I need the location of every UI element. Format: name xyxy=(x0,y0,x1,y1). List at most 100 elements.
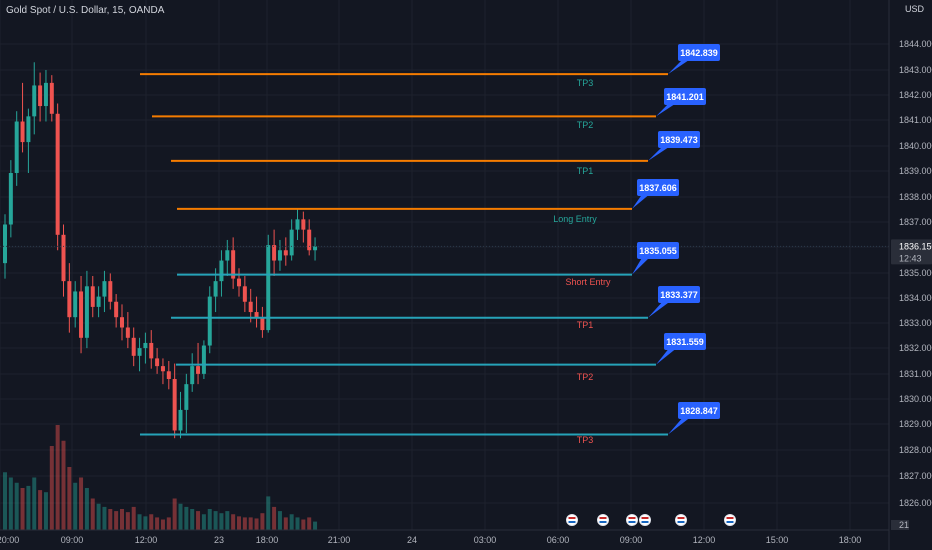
candle-body[interactable] xyxy=(38,85,43,107)
candle-body[interactable] xyxy=(277,250,282,261)
volume-bar xyxy=(207,509,212,530)
candle-body[interactable] xyxy=(49,82,54,114)
price-axis[interactable] xyxy=(889,0,932,550)
price-callout-label: 1841.201 xyxy=(666,92,704,102)
candle-body[interactable] xyxy=(301,219,306,230)
candle-body[interactable] xyxy=(8,173,13,225)
candle-body[interactable] xyxy=(254,312,259,318)
y-tick-label: 1835.000 xyxy=(899,268,932,278)
volume-bar xyxy=(313,521,318,530)
y-tick-label: 1837.000 xyxy=(899,217,932,227)
candle-body[interactable] xyxy=(3,224,7,264)
candle-body[interactable] xyxy=(43,82,48,107)
event-flag-icon[interactable] xyxy=(597,514,609,526)
candle-body[interactable] xyxy=(114,301,119,318)
candle-body[interactable] xyxy=(90,286,95,307)
volume-bar xyxy=(38,490,43,530)
current-price-badge[interactable] xyxy=(891,239,932,265)
candle-body[interactable] xyxy=(313,246,318,251)
price-callout[interactable] xyxy=(637,179,679,196)
candle-body[interactable] xyxy=(207,296,212,346)
volume-bar xyxy=(272,506,277,530)
candle-body[interactable] xyxy=(14,121,19,174)
callout-pointer xyxy=(632,256,651,275)
currency-label[interactable]: USD xyxy=(904,4,924,14)
candle-body[interactable] xyxy=(120,317,124,328)
price-callout[interactable] xyxy=(637,242,679,259)
candle-body[interactable] xyxy=(260,317,265,331)
candle-body[interactable] xyxy=(225,250,230,261)
candle-body[interactable] xyxy=(166,371,171,379)
candle-body[interactable] xyxy=(149,342,154,359)
candle-body[interactable] xyxy=(190,366,195,385)
price-callout[interactable] xyxy=(678,44,720,61)
candle-body[interactable] xyxy=(219,260,224,282)
candle-body[interactable] xyxy=(131,337,136,356)
volume-bar xyxy=(43,492,48,530)
price-callout[interactable] xyxy=(664,88,706,105)
candle-body[interactable] xyxy=(178,409,183,431)
candle-body[interactable] xyxy=(231,250,236,279)
y-tick-label: 1834.000 xyxy=(899,293,932,303)
y-tick-label: 1844.000 xyxy=(899,39,932,49)
candle-body[interactable] xyxy=(248,301,253,313)
candle-body[interactable] xyxy=(143,342,148,349)
volume-bar xyxy=(14,482,19,530)
candle-body[interactable] xyxy=(155,358,160,367)
candle-body[interactable] xyxy=(96,296,101,307)
candle-body[interactable] xyxy=(201,345,206,374)
candle-body[interactable] xyxy=(272,245,277,261)
price-callout-label: 1839.473 xyxy=(660,135,698,145)
price-callout[interactable] xyxy=(664,333,706,350)
candle-body[interactable] xyxy=(213,281,218,297)
candle-body[interactable] xyxy=(20,121,25,143)
candle-body[interactable] xyxy=(67,281,72,318)
candle-body[interactable] xyxy=(172,379,177,431)
candle-body[interactable] xyxy=(295,219,300,230)
candle-body[interactable] xyxy=(237,278,241,287)
candle-body[interactable] xyxy=(32,85,37,117)
event-flag-icon[interactable] xyxy=(626,514,638,526)
volume-bar xyxy=(125,512,130,530)
candle-body[interactable] xyxy=(307,229,312,251)
volume-bar xyxy=(55,425,60,530)
candle-body[interactable] xyxy=(137,348,142,356)
candle-body[interactable] xyxy=(184,384,189,410)
candle-body[interactable] xyxy=(283,250,288,256)
volume-bar xyxy=(155,517,160,530)
candle-body[interactable] xyxy=(160,366,165,372)
candle-body[interactable] xyxy=(73,291,78,318)
price-callout[interactable] xyxy=(658,286,700,303)
event-flag-stripe xyxy=(677,521,685,523)
volume-bar xyxy=(102,506,107,530)
price-callout[interactable] xyxy=(658,131,700,148)
event-flag-icon[interactable] xyxy=(639,514,651,526)
y-tick-label: 1829.000 xyxy=(899,419,932,429)
price-callout[interactable] xyxy=(678,402,720,419)
event-flag-icon[interactable] xyxy=(724,514,736,526)
event-flag-icon[interactable] xyxy=(675,514,687,526)
volume-bar xyxy=(295,517,300,530)
candle-body[interactable] xyxy=(79,291,84,338)
candle-body[interactable] xyxy=(196,366,201,374)
x-tick-label: 24 xyxy=(407,535,417,545)
candle-body[interactable] xyxy=(102,281,107,297)
event-flag-stripe xyxy=(599,517,607,519)
volume-bar xyxy=(248,517,253,530)
volume-bar xyxy=(32,477,37,530)
callout-pointer xyxy=(656,347,678,365)
candle-body[interactable] xyxy=(84,286,89,338)
candle-body[interactable] xyxy=(108,281,113,302)
candle-body[interactable] xyxy=(61,234,66,282)
y-tick-label: 1833.000 xyxy=(899,318,932,328)
symbol-title[interactable]: Gold Spot / U.S. Dollar, 15, OANDA xyxy=(6,5,165,16)
candle-body[interactable] xyxy=(26,116,31,143)
candle-body[interactable] xyxy=(125,327,130,338)
candle-body[interactable] xyxy=(289,229,294,256)
candle-body[interactable] xyxy=(55,113,60,235)
candle-body[interactable] xyxy=(242,286,247,302)
candle-body[interactable] xyxy=(266,245,271,331)
event-flag-icon[interactable] xyxy=(566,514,578,526)
volume-bar xyxy=(26,485,31,530)
